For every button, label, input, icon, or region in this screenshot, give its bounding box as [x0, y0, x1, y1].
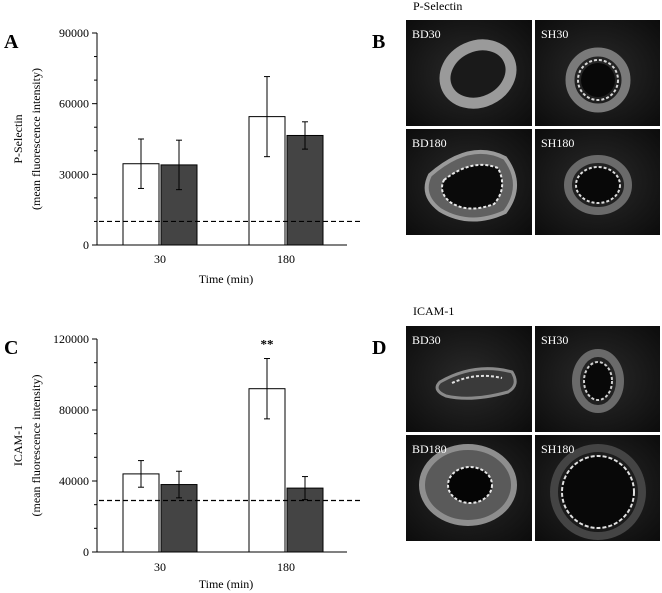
y-axis-label-units: (mean fluorescence intensity) — [29, 375, 43, 517]
svg-text:BD30: BD30 — [412, 333, 441, 347]
y-tick-label: 60000 — [59, 97, 89, 111]
micrograph-bd30-p: BD30 — [406, 20, 532, 126]
micrograph-title-icam-1: ICAM-1 — [413, 304, 454, 318]
panel-letter-c: C — [4, 337, 18, 359]
x-axis-label: Time (min) — [199, 577, 254, 591]
chart-icam-1: 0 40000 80000 120000 ICAM-1 (mean fluorescenc… — [11, 332, 361, 591]
y-tick-label: 30000 — [59, 167, 89, 181]
panel-letter-b: B — [372, 31, 385, 53]
svg-text:BD30: BD30 — [412, 27, 441, 41]
x-tick-label: 180 — [277, 560, 295, 574]
panel-letter-a: A — [4, 31, 19, 53]
micrograph-bd180-p: BD180 — [406, 129, 532, 235]
micrograph-bd30-i: BD30 — [406, 326, 532, 432]
svg-text:SH180: SH180 — [541, 136, 574, 150]
micrograph-title-p-selectin: P-Selectin — [413, 0, 462, 13]
x-axis-label: Time (min) — [199, 272, 254, 286]
y-axis-label: P-Selectin — [11, 114, 25, 163]
micrograph-sh180-i: SH180 — [535, 435, 660, 541]
micrograph-bd180-i: BD180 — [406, 435, 532, 541]
significance-mark: ** — [261, 337, 274, 352]
y-axis-label: ICAM-1 — [11, 425, 25, 466]
svg-text:BD180: BD180 — [412, 442, 447, 456]
chart-p-selectin: 0 30000 60000 90000 P-Selectin (mean fluoresc… — [11, 26, 361, 286]
y-tick-label: 80000 — [59, 403, 89, 417]
y-tick-label: 120000 — [53, 332, 89, 346]
svg-text:SH30: SH30 — [541, 27, 568, 41]
micrograph-sh180-p: SH180 — [535, 129, 660, 235]
svg-text:SH30: SH30 — [541, 333, 568, 347]
x-tick-label: 180 — [277, 252, 295, 266]
panel-letter-d: D — [372, 337, 386, 359]
bar — [286, 134, 324, 246]
x-tick-label: 30 — [154, 252, 166, 266]
y-tick-label: 90000 — [59, 26, 89, 40]
micrograph-sh30-i: SH30 — [535, 326, 660, 432]
svg-text:SH180: SH180 — [541, 442, 574, 456]
y-tick-label: 0 — [83, 238, 89, 252]
micrograph-grid-icam-1: BD30 SH30 BD180 SH180 — [406, 326, 660, 541]
svg-text:BD180: BD180 — [412, 136, 447, 150]
micrograph-grid-p-selectin: BD30 SH30 BD180 SH180 — [406, 20, 660, 235]
x-tick-label: 30 — [154, 560, 166, 574]
micrograph-sh30-p: SH30 — [535, 20, 660, 126]
y-tick-label: 40000 — [59, 474, 89, 488]
y-tick-label: 0 — [83, 545, 89, 559]
y-axis-label-units: (mean fluorescence intensity) — [29, 68, 43, 210]
